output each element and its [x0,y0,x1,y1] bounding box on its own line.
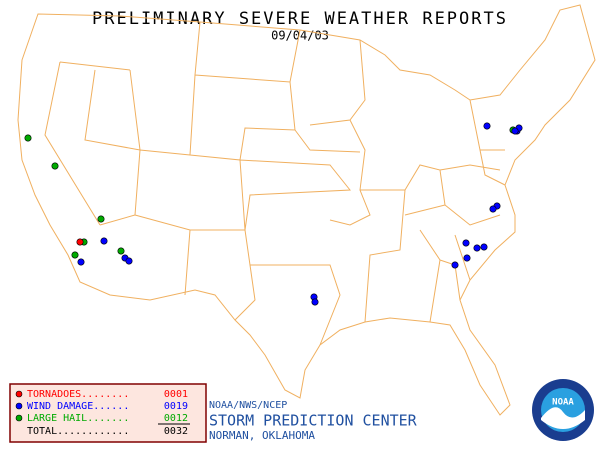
legend-box [9,383,207,443]
legend-label: TORNADOES........ [27,389,129,400]
wind-report [451,261,459,269]
hail-report [97,215,105,223]
hail-report [117,247,125,255]
wind-report [100,237,108,245]
wind-report [473,244,481,252]
hail-report [24,134,32,142]
legend-label: WIND DAMAGE...... [27,401,129,412]
report-dots [24,122,523,306]
map-title: PRELIMINARY SEVERE WEATHER REPORTS [92,9,508,29]
legend-count: 0001 [164,389,188,400]
agency: NOAA/NWS/NCEP [209,400,287,411]
wind-report [483,122,491,130]
wind-report [480,243,488,251]
wind-report [463,254,471,262]
wind-report [511,127,519,135]
wind-report [77,258,85,266]
legend-count: 0012 [164,413,188,424]
noaa-logo: NOAA [532,379,594,441]
tornado-report [76,238,84,246]
wind-report [125,257,133,265]
legend-label: LARGE HAIL....... [27,413,129,424]
center-name: STORM PREDICTION CENTER [209,412,418,430]
location: NORMAN, OKLAHOMA [209,429,315,442]
legend-dot [15,390,23,398]
wind-report [489,205,497,213]
legend-dot [15,414,23,422]
logo-wave [541,407,585,429]
hail-report [51,162,59,170]
wind-report [311,298,319,306]
wind-report [462,239,470,247]
legend: TORNADOES........ 0001 WIND DAMAGE...... 00… [15,389,190,437]
total-label: TOTAL............ [27,426,129,437]
legend-count: 0019 [164,401,188,412]
us-map [17,4,596,416]
total-count: 0032 [164,426,188,437]
logo-text: NOAA [552,398,574,408]
legend-dot [15,402,23,410]
hail-report [71,251,79,259]
